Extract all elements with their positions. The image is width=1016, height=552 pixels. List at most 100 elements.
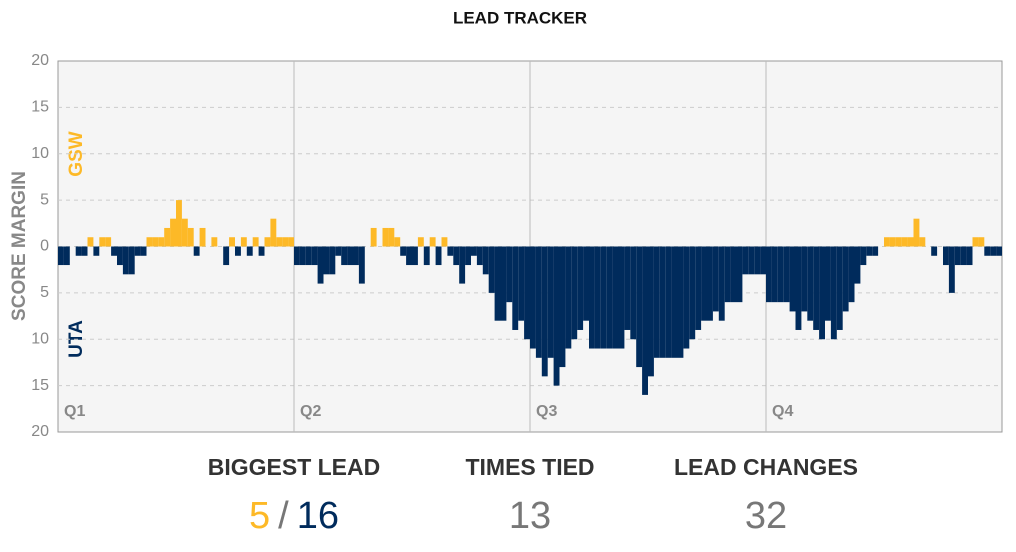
bar <box>63 246 70 266</box>
stat-number: 16 <box>297 495 339 537</box>
bar <box>736 246 743 303</box>
bar <box>317 246 324 284</box>
y-tick-label: 20 <box>31 52 49 69</box>
bar <box>789 246 796 312</box>
bar <box>471 246 477 256</box>
y-tick-label: 15 <box>31 99 49 116</box>
bar <box>335 246 342 256</box>
bar <box>122 246 129 275</box>
bar <box>683 246 690 349</box>
bar <box>235 246 241 256</box>
bar <box>258 246 265 256</box>
bar <box>512 246 519 330</box>
bar <box>766 246 772 303</box>
bar <box>140 246 147 256</box>
bar <box>117 246 123 266</box>
bar <box>583 246 589 321</box>
bar <box>87 237 94 247</box>
stat-label: LEAD CHANGES <box>674 454 858 480</box>
bar <box>671 246 678 358</box>
bar <box>276 237 283 247</box>
bar <box>211 237 218 247</box>
bar <box>642 246 648 395</box>
bar <box>712 246 719 312</box>
bars <box>58 200 1002 395</box>
stat-number: 32 <box>745 495 787 537</box>
bar <box>842 246 849 312</box>
bar <box>476 246 483 266</box>
bar <box>653 246 660 358</box>
bar <box>872 246 879 256</box>
bar <box>547 246 554 358</box>
bar <box>978 237 985 247</box>
bar <box>830 246 837 340</box>
bar <box>294 246 300 266</box>
bar <box>400 246 407 256</box>
bar <box>948 246 955 293</box>
bar <box>164 227 171 247</box>
bar <box>707 246 713 321</box>
bar <box>960 246 967 266</box>
bar <box>748 246 755 275</box>
bar <box>530 246 536 349</box>
y-tick-label: 10 <box>31 145 49 162</box>
bar <box>943 246 949 266</box>
bar <box>535 246 542 358</box>
stat-label: BIGGEST LEAD <box>208 454 381 480</box>
y-tick-label: 15 <box>31 377 49 394</box>
bar <box>329 246 336 275</box>
bar <box>181 218 188 247</box>
bar <box>701 246 707 321</box>
bar <box>152 237 159 247</box>
bar <box>229 237 235 247</box>
bar <box>465 246 471 266</box>
bar <box>606 246 613 349</box>
y-tick-label: 20 <box>31 423 49 440</box>
bar <box>429 237 436 247</box>
bar <box>913 218 920 247</box>
bar <box>435 246 442 266</box>
bar <box>524 246 530 340</box>
bar <box>931 246 938 256</box>
bar <box>423 246 430 266</box>
bar <box>907 237 914 247</box>
bar <box>394 237 401 247</box>
bar <box>889 237 896 247</box>
bar <box>223 246 230 266</box>
bar <box>795 246 802 330</box>
bar <box>134 246 141 256</box>
bar <box>677 246 684 358</box>
bar <box>187 227 194 247</box>
quarter-label: Q1 <box>64 403 85 420</box>
bar <box>158 237 165 247</box>
bar <box>105 237 112 247</box>
bar <box>388 227 395 247</box>
bar <box>553 246 560 386</box>
stat-separator: / <box>278 495 289 537</box>
bar <box>594 246 601 349</box>
bar <box>571 246 578 340</box>
bar <box>624 246 631 330</box>
bar <box>665 246 672 358</box>
bar <box>500 246 507 321</box>
bar <box>99 237 106 247</box>
bar <box>506 246 513 303</box>
bar <box>612 246 619 349</box>
chart-title: LEAD TRACKER <box>453 8 587 27</box>
bar <box>618 246 625 349</box>
bar <box>347 246 353 266</box>
bar <box>695 246 702 330</box>
bar <box>559 246 566 368</box>
bar <box>966 246 973 266</box>
bar <box>565 246 572 349</box>
bar <box>81 246 88 256</box>
bar <box>813 246 820 330</box>
bar <box>370 227 377 247</box>
stats: BIGGEST LEAD 5/16 TIMES TIED 13 LEAD CHANGES… <box>208 454 858 537</box>
bar <box>311 246 318 266</box>
bar <box>630 246 637 340</box>
bar <box>689 246 696 340</box>
bar <box>382 227 389 247</box>
bar <box>488 246 495 293</box>
